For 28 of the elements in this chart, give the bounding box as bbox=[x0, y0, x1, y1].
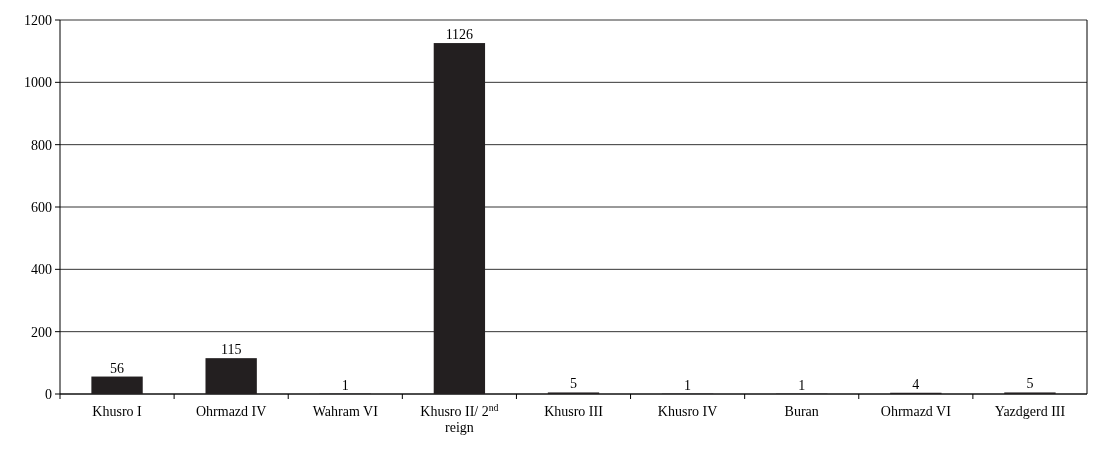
y-tick-label: 1200 bbox=[24, 12, 52, 28]
x-tick-label: Buran bbox=[784, 404, 819, 419]
data-label: 5 bbox=[1026, 376, 1034, 392]
bar bbox=[433, 43, 486, 394]
data-label: 4 bbox=[912, 376, 920, 392]
x-tick-label: Khusro III bbox=[544, 404, 604, 419]
y-tick-label: 800 bbox=[31, 137, 52, 153]
x-tick-label: Khusro IV bbox=[657, 404, 718, 419]
y-tick-label: 1000 bbox=[24, 75, 52, 91]
bar bbox=[205, 358, 257, 394]
x-tick-label: Wahram VI bbox=[312, 404, 379, 419]
y-tick-label: 400 bbox=[31, 262, 52, 278]
y-tick-label: 200 bbox=[31, 324, 52, 340]
x-tick-label: Ohrmazd VI bbox=[880, 404, 952, 419]
x-tick-label: Yazdgerd III bbox=[994, 404, 1066, 419]
data-label: 115 bbox=[220, 342, 242, 358]
x-tick-label: Ohrmazd IV bbox=[195, 404, 267, 419]
bar bbox=[91, 376, 143, 394]
data-label: 5 bbox=[570, 376, 577, 392]
y-tick-label: 0 bbox=[45, 386, 52, 402]
x-tick-label: Khusro I bbox=[92, 404, 143, 419]
data-label: 1 bbox=[684, 377, 692, 393]
y-tick-label: 600 bbox=[31, 199, 52, 215]
data-label: 1126 bbox=[445, 27, 474, 43]
data-label: 1 bbox=[798, 377, 806, 393]
data-label: 56 bbox=[110, 360, 125, 376]
category-label: Khusro II/ 2$^{nd}$ reign bbox=[420, 401, 499, 436]
data-label: 1 bbox=[341, 377, 349, 393]
